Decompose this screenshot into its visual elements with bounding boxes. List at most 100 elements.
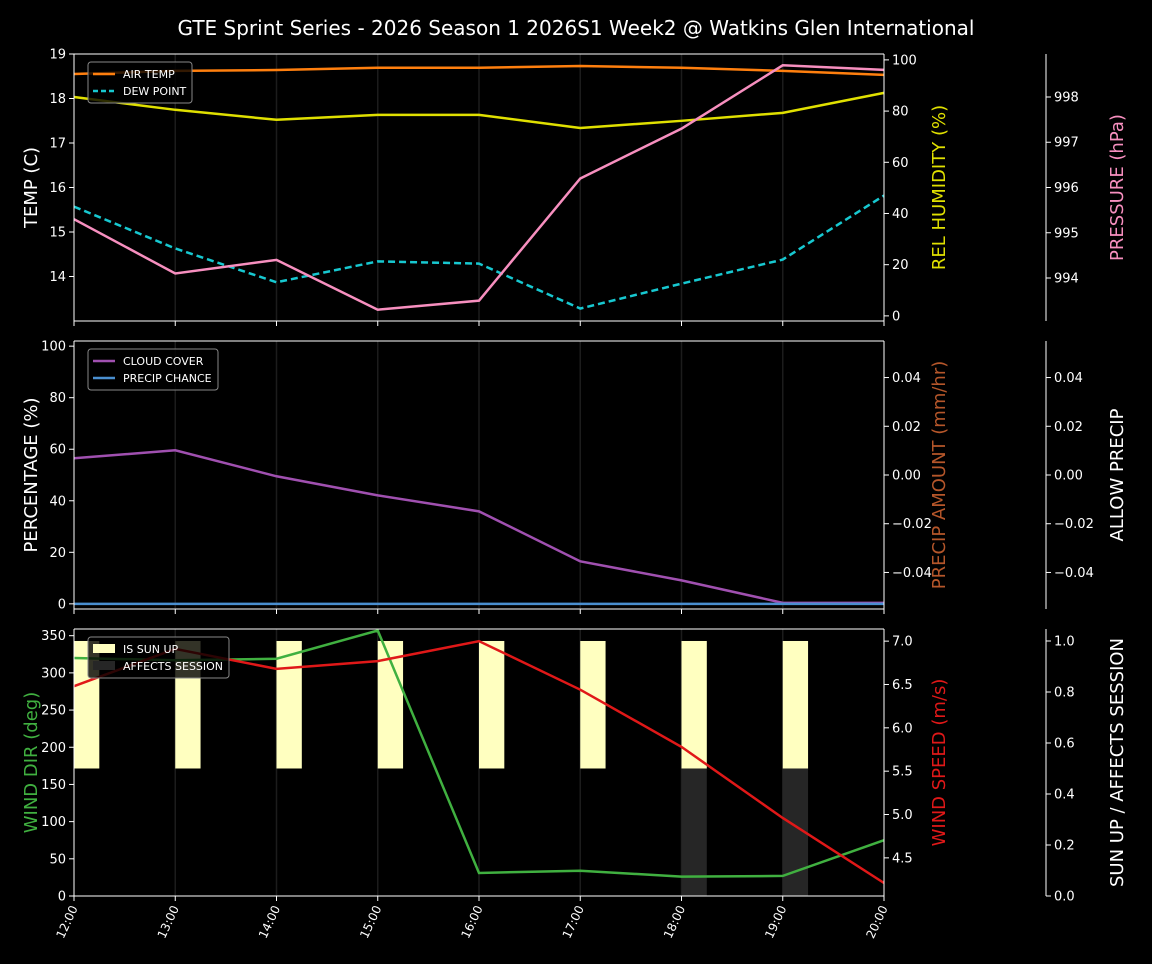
y-tick-label: 0.04 — [1054, 371, 1083, 386]
y-tick-label: 300 — [41, 666, 66, 681]
y-tick-label: 997 — [1054, 136, 1079, 151]
y-tick-label: 200 — [41, 741, 66, 756]
y-tick-label: 0.02 — [892, 420, 921, 435]
y-tick-label: 0 — [58, 890, 66, 905]
y-tick-label: 350 — [41, 629, 66, 644]
y-axis-label: REL HUMIDITY (%) — [929, 105, 950, 270]
series-line-axis1 — [73, 91, 885, 130]
chart-title: GTE Sprint Series - 2026 Season 1 2026S1… — [178, 16, 975, 40]
legend-swatch — [93, 644, 115, 653]
legend-label: DEW POINT — [123, 85, 187, 98]
y-tick-label: 60 — [49, 443, 66, 458]
y-tick-label: 80 — [49, 391, 66, 406]
x-tick-label: 17:00 — [560, 903, 587, 940]
y-tick-label: −0.02 — [1054, 517, 1094, 532]
y-tick-label: 0.2 — [1054, 838, 1075, 853]
y-tick-label: 994 — [1054, 272, 1079, 287]
bar-is-sun-up — [276, 640, 302, 769]
y-tick-label: 0.00 — [892, 469, 921, 484]
legend-box — [87, 61, 193, 104]
y-tick-label: 998 — [1054, 90, 1079, 105]
series-line-axis2 — [73, 64, 885, 311]
y-tick-label: 19 — [49, 48, 66, 63]
y-tick-label: 14 — [49, 270, 66, 285]
x-tick-label: 13:00 — [155, 903, 182, 940]
legend: IS SUN UP AFFECTS SESSION — [87, 636, 230, 679]
y-tick-label: 150 — [41, 778, 66, 793]
legend-swatch — [93, 661, 115, 670]
series-line-cloud-cover — [73, 448, 884, 605]
bar-is-sun-up — [580, 640, 606, 769]
y-tick-label: 996 — [1054, 181, 1079, 196]
y-axis-label: WIND DIR (deg) — [21, 692, 42, 834]
y-tick-label: 80 — [892, 105, 909, 120]
y-tick-label: 0.4 — [1054, 787, 1075, 802]
legend: CLOUD COVER PRECIP CHANCE — [87, 348, 219, 391]
y-tick-label: 15 — [49, 226, 66, 241]
y-tick-label: 995 — [1054, 226, 1079, 241]
x-tick-label: 20:00 — [863, 903, 890, 940]
y-tick-label: 20 — [49, 546, 66, 561]
y-tick-label: 0.00 — [1054, 469, 1083, 484]
y-tick-label: 100 — [41, 340, 66, 355]
bar-affects-session — [681, 768, 707, 896]
y-tick-label: 20 — [892, 258, 909, 273]
x-tick-label: 16:00 — [458, 903, 485, 940]
panel-3: 12:00 13:00 14:00 15:00 16:00 17:00 18:00 19:00… — [21, 628, 1128, 941]
y-tick-label: 0.02 — [1054, 420, 1083, 435]
series-line-dew-point — [73, 194, 885, 310]
y-tick-label: 0 — [892, 309, 900, 324]
y-tick-label: 5.5 — [892, 765, 913, 780]
y-axis-label: TEMP (C) — [21, 147, 42, 229]
y-tick-label: 6.5 — [892, 678, 913, 693]
legend-label: IS SUN UP — [123, 643, 179, 656]
bar-is-sun-up — [681, 640, 707, 769]
panel-2: 0 20 40 60 80 100 PERCENTAGE (%) −0.04 −0.02 0.00… — [21, 340, 1128, 614]
legend-box — [87, 636, 230, 679]
y-tick-label: 7.0 — [892, 635, 913, 650]
x-tick-label: 15:00 — [357, 903, 384, 940]
y-tick-label: 18 — [49, 92, 66, 107]
y-axis-label: PRESSURE (hPa) — [1107, 114, 1128, 261]
bar-is-sun-up — [782, 640, 809, 769]
legend-label: AFFECTS SESSION — [123, 660, 223, 673]
legend-label: AIR TEMP — [123, 68, 175, 81]
y-axis-label: ALLOW PRECIP — [1107, 408, 1128, 541]
y-tick-label: 100 — [892, 53, 917, 68]
y-tick-label: 40 — [892, 207, 909, 222]
y-tick-label: 17 — [49, 137, 66, 152]
y-tick-label: −0.04 — [892, 566, 932, 581]
y-tick-label: 6.0 — [892, 721, 913, 736]
legend-label: CLOUD COVER — [123, 355, 204, 368]
y-tick-label: 16 — [49, 181, 66, 196]
y-tick-label: 50 — [49, 852, 66, 867]
x-tick-label: 19:00 — [762, 903, 789, 940]
panel-1: 14 15 16 17 18 19 TEMP (C) 0 20 40 60 80 100 REL HUMI… — [21, 48, 1128, 326]
y-tick-label: 0.6 — [1054, 736, 1075, 751]
y-tick-label: 250 — [41, 704, 66, 719]
legend: AIR TEMP DEW POINT — [87, 61, 193, 104]
y-axis-label: PRECIP AMOUNT (mm/hr) — [929, 361, 950, 590]
bar-is-sun-up — [479, 640, 505, 769]
y-tick-label: 60 — [892, 156, 909, 171]
legend-label: PRECIP CHANCE — [123, 372, 212, 385]
y-axis-label: SUN UP / AFFECTS SESSION — [1107, 638, 1128, 887]
y-tick-label: 4.5 — [892, 851, 913, 866]
y-axis-label: PERCENTAGE (%) — [21, 397, 42, 552]
y-axis-label: WIND SPEED (m/s) — [929, 679, 950, 847]
y-tick-label: 0.0 — [1054, 890, 1075, 905]
x-tick-label: 18:00 — [661, 903, 688, 940]
y-tick-label: 5.0 — [892, 808, 913, 823]
x-tick-label: 12:00 — [53, 903, 80, 940]
legend-box — [87, 348, 219, 391]
y-tick-label: 0.8 — [1054, 685, 1075, 700]
y-tick-label: 100 — [41, 815, 66, 830]
y-tick-label: 0 — [58, 597, 66, 612]
y-tick-label: −0.02 — [892, 517, 932, 532]
y-tick-label: 1.0 — [1054, 634, 1075, 649]
y-tick-label: 0.04 — [892, 371, 921, 386]
y-tick-label: 40 — [49, 494, 66, 509]
y-tick-label: −0.04 — [1054, 566, 1094, 581]
x-tick-label: 14:00 — [256, 903, 283, 940]
